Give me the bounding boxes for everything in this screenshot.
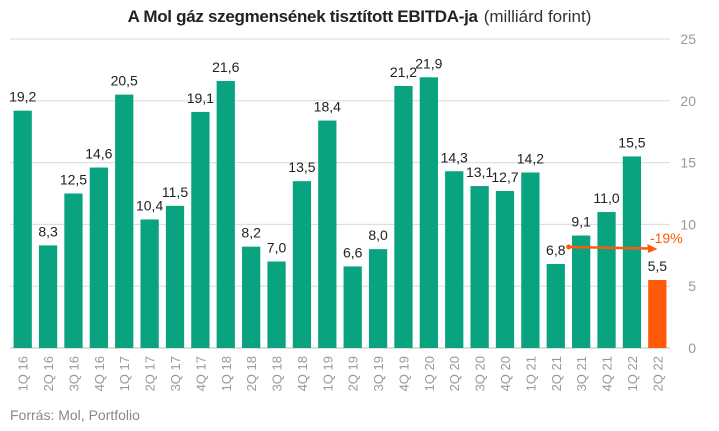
x-tick-label: 3Q 20 — [473, 356, 488, 391]
data-label: 21,9 — [415, 55, 442, 71]
bar — [38, 245, 58, 348]
data-label: 9,1 — [571, 214, 591, 230]
trend-annotation: -19% — [566, 230, 683, 254]
y-tick-label: 25 — [680, 31, 696, 47]
x-tick-label: 3Q 18 — [270, 356, 285, 391]
bar — [140, 219, 159, 348]
x-tick-label: 1Q 20 — [422, 356, 437, 391]
data-label: 21,2 — [390, 64, 417, 80]
data-label: 20,5 — [111, 73, 138, 89]
value-labels: 19,2 8,3 12,5 14,6 20,5 10,411,5 19,1 21,6 8,2 7,… — [9, 55, 667, 274]
data-label: 12,5 — [60, 172, 87, 188]
x-tick-label: 3Q 21 — [574, 356, 589, 391]
bar — [470, 186, 489, 348]
bar — [546, 263, 565, 348]
bar — [13, 110, 32, 348]
data-label: 11,5 — [162, 184, 188, 200]
bar — [115, 94, 134, 349]
x-tick-label: 3Q 17 — [168, 356, 183, 391]
data-label: 21,6 — [212, 59, 239, 75]
bar — [267, 261, 286, 348]
source-note: Forrás: Mol, Portfolio — [10, 407, 140, 423]
grid-lines — [10, 38, 670, 349]
trend-annotation-label: -19% — [650, 230, 683, 246]
data-label: 8,3 — [38, 223, 58, 239]
x-tick-label: 3Q 19 — [371, 356, 386, 391]
y-tick-label: 0 — [688, 340, 696, 356]
x-tick-label: 4Q 21 — [600, 356, 615, 391]
x-tick-label: 4Q 18 — [295, 356, 310, 391]
bar — [394, 85, 413, 348]
bar — [165, 205, 185, 348]
x-tick-label: 2Q 17 — [143, 356, 158, 391]
chart-title-main: A Mol gáz szegmensének tisztított EBITDA… — [127, 7, 478, 26]
data-label: 13,5 — [288, 159, 315, 175]
bar — [622, 156, 642, 348]
bar — [597, 212, 616, 348]
data-label: 14,2 — [517, 150, 544, 166]
data-label: 6,6 — [343, 244, 363, 260]
bar — [242, 246, 261, 348]
x-tick-label: 4Q 19 — [396, 356, 411, 391]
x-tick-label: 2Q 19 — [346, 356, 361, 391]
bar — [521, 172, 540, 348]
x-tick-label: 4Q 17 — [193, 356, 208, 391]
bar — [419, 77, 438, 348]
data-label: 5,5 — [648, 258, 668, 274]
x-tick-label: 3Q 16 — [66, 356, 81, 391]
trend-arrow-head — [647, 244, 658, 254]
bars — [13, 77, 667, 349]
x-tick-label: 2Q 16 — [41, 356, 56, 391]
data-label: 19,2 — [9, 89, 36, 105]
bar — [292, 181, 312, 348]
x-tick-label: 1Q 16 — [16, 356, 31, 391]
trend-arrow-line — [568, 245, 651, 250]
x-tick-label: 4Q 16 — [92, 356, 107, 391]
data-label: 15,5 — [618, 134, 645, 150]
data-label: 19,1 — [187, 90, 214, 106]
bar — [216, 81, 235, 349]
bar — [445, 171, 464, 348]
bar — [318, 120, 337, 349]
data-label: 13,1 — [466, 164, 493, 180]
y-tick-label: 10 — [680, 216, 696, 232]
data-label: 7,0 — [267, 239, 287, 255]
x-tick-label: 2Q 21 — [549, 356, 564, 391]
x-tick-label: 4Q 20 — [498, 356, 513, 391]
chart-unit-label: (milliárd forint) — [483, 7, 592, 26]
data-label: 8,2 — [241, 225, 261, 241]
data-label: 8,0 — [368, 227, 388, 243]
y-tick-label: 20 — [680, 93, 696, 109]
x-tick-label: 1Q 19 — [320, 356, 335, 391]
y-tick-label: 5 — [688, 278, 696, 294]
x-tick-label: 2Q 20 — [447, 356, 462, 391]
bar — [64, 193, 83, 348]
data-label: 14,6 — [85, 146, 112, 162]
data-label: 6,8 — [546, 242, 566, 258]
y-axis-ticks: 0 5 10 15 20 25 — [680, 31, 696, 356]
bar — [572, 235, 591, 348]
trend-arrow-start — [566, 244, 572, 250]
x-tick-label: 1Q 18 — [219, 356, 234, 391]
data-label: 18,4 — [314, 99, 341, 115]
x-tick-label: 2Q 18 — [244, 356, 259, 391]
x-tick-label: 1Q 17 — [117, 356, 132, 391]
x-tick-label: 2Q 22 — [650, 356, 665, 391]
y-tick-label: 15 — [680, 155, 696, 171]
data-label: 10,4 — [136, 197, 163, 213]
bar — [368, 249, 388, 348]
data-label: 11,0 — [593, 190, 619, 206]
data-label: 12,7 — [491, 169, 518, 185]
x-axis-ticks: 1Q 16 2Q 16 3Q 16 4Q 16 1Q 17 2Q 17 3Q 17 4Q 17… — [16, 356, 666, 391]
bar — [343, 266, 362, 348]
bar — [495, 191, 515, 348]
bar — [89, 167, 108, 348]
x-tick-label: 1Q 21 — [523, 356, 538, 391]
data-label: 14,3 — [441, 149, 468, 165]
bar — [191, 111, 210, 348]
x-tick-label: 1Q 22 — [625, 356, 640, 391]
chart-title: A Mol gáz szegmensének tisztított EBITDA… — [0, 6, 719, 28]
bar — [648, 280, 667, 348]
